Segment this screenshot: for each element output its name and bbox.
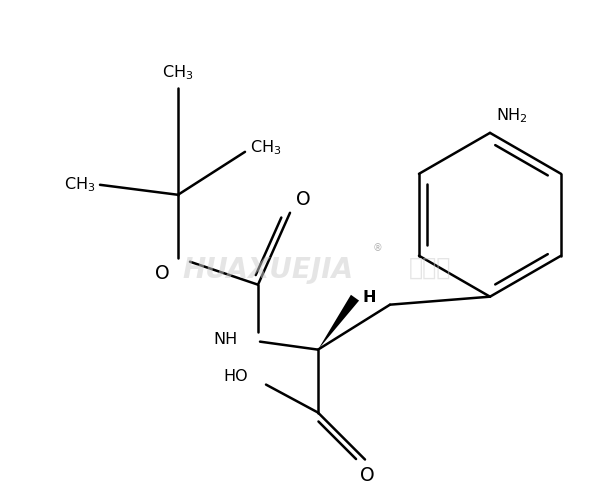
Text: O: O xyxy=(296,190,311,209)
Text: CH$_3$: CH$_3$ xyxy=(250,139,282,157)
Text: H: H xyxy=(363,290,376,305)
Text: CH$_3$: CH$_3$ xyxy=(162,63,194,82)
Text: ®: ® xyxy=(373,243,383,253)
Text: NH$_2$: NH$_2$ xyxy=(496,106,528,125)
Text: O: O xyxy=(155,264,170,283)
Text: 化学加: 化学加 xyxy=(409,256,451,280)
Text: HUAXUEJIA: HUAXUEJIA xyxy=(182,256,354,284)
Text: O: O xyxy=(360,466,375,485)
Text: CH$_3$: CH$_3$ xyxy=(64,175,95,194)
Polygon shape xyxy=(318,295,359,350)
Text: HO: HO xyxy=(223,369,248,384)
Text: NH: NH xyxy=(214,332,238,347)
